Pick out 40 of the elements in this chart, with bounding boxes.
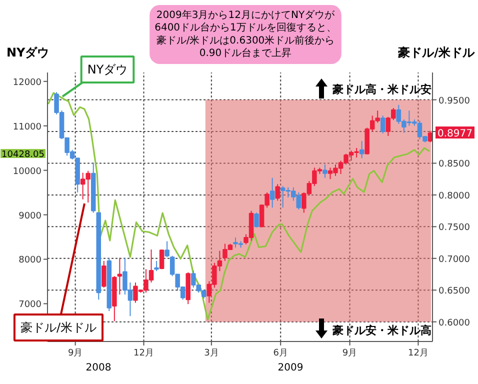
y2-tick-label: 0.6000 [438, 318, 470, 328]
y2-tick-label: 0.8500 [438, 160, 470, 170]
candlestick [154, 260, 159, 272]
x-tick-label: 9月 [68, 348, 83, 358]
y-tick-label: 10000 [12, 166, 42, 177]
series-label: 豪ドル/米ドル [20, 320, 97, 334]
x-tick-label: 12月 [408, 348, 428, 358]
candlestick [380, 115, 386, 134]
y2-tick-label: 0.7000 [438, 254, 470, 265]
y-tick-label: 12000 [12, 78, 42, 88]
y2-tick-label: 0.8000 [438, 191, 470, 202]
candlestick [102, 260, 106, 288]
x-tick-label: 6月 [273, 348, 288, 358]
candlestick [359, 140, 364, 159]
x-tick-label: 3月 [204, 348, 219, 358]
text: 2008 [86, 362, 112, 374]
y-tick-label: 7000 [18, 300, 42, 310]
y-tick-label: 9000 [18, 211, 42, 222]
text: 10428.05 [2, 150, 45, 160]
text: 0.8977 [438, 128, 472, 140]
x-tick-label: 9月 [342, 348, 358, 358]
text: 2009 [278, 362, 304, 374]
candlestick [164, 240, 170, 258]
y2-tick-label: 0.7500 [438, 223, 470, 234]
text: NYダウ [87, 62, 128, 76]
text: 2009年3月から12月にかけてNYダウが6400ドル台から1万ドルを回復すると、豪ドル/米ドルは0.6300米ドル前後から0.90ドル台まで上昇 [154, 9, 336, 59]
candlestick [275, 184, 280, 202]
y-axis-title: NYダウ [6, 46, 50, 60]
candlestick [254, 212, 259, 228]
candlestick [270, 177, 275, 208]
y2-tick-label: 0.9500 [438, 96, 470, 106]
y-tick-label: 11000 [12, 122, 42, 132]
y2-axis-title: 豪ドル/米ドル [397, 46, 476, 60]
candlestick [159, 249, 164, 270]
y2-tick-label: 0.6500 [438, 286, 470, 297]
candlestick [322, 164, 328, 178]
y-tick-label: 8000 [18, 256, 42, 266]
annotation: 豪ドル安・米ドル高 [332, 324, 432, 337]
x-tick-label: 12月 [134, 348, 154, 358]
annotation: 豪ドル高・米ドル安 [332, 83, 432, 96]
